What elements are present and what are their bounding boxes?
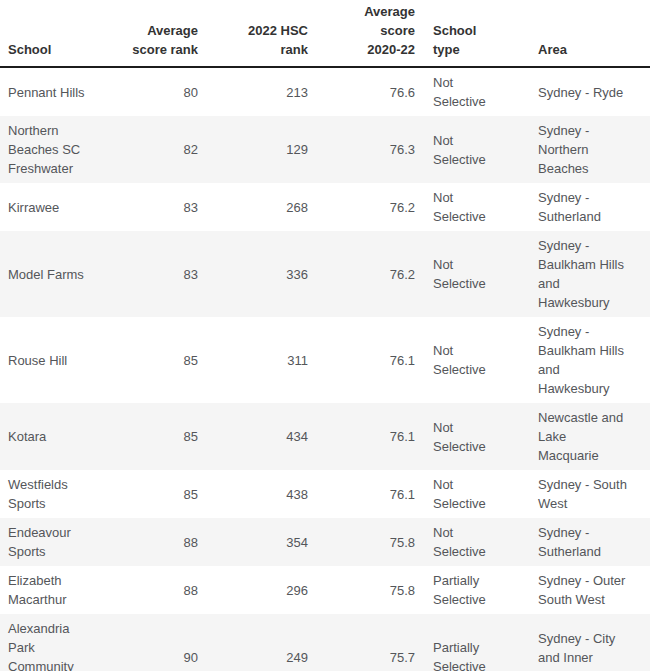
- cell-school_type: Not Selective: [417, 116, 522, 183]
- cell-hsc_rank: 438: [200, 470, 310, 518]
- cell-school_type: Not Selective: [417, 403, 522, 470]
- cell-area: Sydney - Sutherland: [522, 183, 650, 231]
- cell-avg_score: 76.3: [310, 116, 417, 183]
- cell-school: Kotara: [0, 403, 124, 470]
- header-label: Average score rank: [130, 21, 198, 59]
- cell-area: Sydney - South West: [522, 470, 650, 518]
- header-hsc_rank: 2022 HSC rank: [200, 0, 310, 67]
- table-row: Alexandria Park Community School9024975.…: [0, 614, 650, 671]
- header-avg_score_rank: Average score rank: [124, 0, 200, 67]
- cell-area: Sydney - Baulkham Hills and Hawkesbury: [522, 317, 650, 403]
- cell-avg_score_rank: 83: [124, 183, 200, 231]
- cell-hsc_rank: 354: [200, 518, 310, 566]
- cell-avg_score_rank: 88: [124, 518, 200, 566]
- table-row: Rouse Hill8531176.1Not SelectiveSydney -…: [0, 317, 650, 403]
- cell-school: Alexandria Park Community School: [0, 614, 124, 671]
- cell-school: Northern Beaches SC Freshwater: [0, 116, 124, 183]
- cell-school: Rouse Hill: [0, 317, 124, 403]
- cell-avg_score: 76.1: [310, 317, 417, 403]
- cell-school: Model Farms: [0, 231, 124, 317]
- cell-area: Sydney - Sutherland: [522, 518, 650, 566]
- header-label: Average score 2020-22: [359, 2, 415, 59]
- table-row: Westfields Sports8543876.1Not SelectiveS…: [0, 470, 650, 518]
- table-row: Kotara8543476.1Not SelectiveNewcastle an…: [0, 403, 650, 470]
- header-school_type: School type: [417, 0, 522, 67]
- header-label: 2022 HSC rank: [244, 21, 308, 59]
- table-row: Kirrawee8326876.2Not SelectiveSydney - S…: [0, 183, 650, 231]
- cell-avg_score_rank: 82: [124, 116, 200, 183]
- cell-avg_score_rank: 85: [124, 317, 200, 403]
- cell-school_type: Partially Selective: [417, 614, 522, 671]
- cell-school_type: Not Selective: [417, 67, 522, 116]
- cell-avg_score: 76.1: [310, 470, 417, 518]
- cell-hsc_rank: 311: [200, 317, 310, 403]
- cell-avg_score: 76.2: [310, 231, 417, 317]
- header-label: School type: [433, 21, 483, 59]
- cell-school_type: Not Selective: [417, 183, 522, 231]
- table-body: Pennant Hills8021376.6Not SelectiveSydne…: [0, 67, 650, 671]
- table-row: Endeavour Sports8835475.8Not SelectiveSy…: [0, 518, 650, 566]
- cell-hsc_rank: 268: [200, 183, 310, 231]
- cell-school: Westfields Sports: [0, 470, 124, 518]
- cell-school_type: Not Selective: [417, 470, 522, 518]
- table-header: School Average score rank 2022 HSC rank Ave…: [0, 0, 650, 67]
- cell-avg_score_rank: 85: [124, 403, 200, 470]
- header-avg_score: Average score 2020-22: [310, 0, 417, 67]
- cell-school_type: Not Selective: [417, 317, 522, 403]
- header-row: School Average score rank 2022 HSC rank Ave…: [0, 0, 650, 67]
- cell-area: Sydney - Baulkham Hills and Hawkesbury: [522, 231, 650, 317]
- header-area: Area: [522, 0, 650, 67]
- cell-school: Endeavour Sports: [0, 518, 124, 566]
- cell-school_type: Partially Selective: [417, 566, 522, 614]
- cell-area: Sydney - Northern Beaches: [522, 116, 650, 183]
- cell-hsc_rank: 336: [200, 231, 310, 317]
- cell-hsc_rank: 296: [200, 566, 310, 614]
- cell-avg_score_rank: 90: [124, 614, 200, 671]
- table-row: Elizabeth Macarthur8829675.8Partially Se…: [0, 566, 650, 614]
- cell-school_type: Not Selective: [417, 231, 522, 317]
- cell-school: Pennant Hills: [0, 67, 124, 116]
- cell-hsc_rank: 249: [200, 614, 310, 671]
- header-label: School: [8, 40, 51, 59]
- cell-avg_score_rank: 83: [124, 231, 200, 317]
- cell-avg_score_rank: 80: [124, 67, 200, 116]
- cell-area: Sydney - Ryde: [522, 67, 650, 116]
- cell-area: Newcastle and Lake Macquarie: [522, 403, 650, 470]
- cell-avg_score: 76.2: [310, 183, 417, 231]
- cell-avg_score_rank: 85: [124, 470, 200, 518]
- cell-avg_score: 76.6: [310, 67, 417, 116]
- cell-school: Elizabeth Macarthur: [0, 566, 124, 614]
- cell-avg_score_rank: 88: [124, 566, 200, 614]
- cell-area: Sydney - Outer South West: [522, 566, 650, 614]
- cell-hsc_rank: 213: [200, 67, 310, 116]
- school-ranking-table: School Average score rank 2022 HSC rank Ave…: [0, 0, 650, 671]
- cell-hsc_rank: 434: [200, 403, 310, 470]
- table-row: Northern Beaches SC Freshwater8212976.3N…: [0, 116, 650, 183]
- cell-hsc_rank: 129: [200, 116, 310, 183]
- header-label: Area: [538, 40, 567, 59]
- cell-school_type: Not Selective: [417, 518, 522, 566]
- table-row: Pennant Hills8021376.6Not SelectiveSydne…: [0, 67, 650, 116]
- header-school: School: [0, 0, 124, 67]
- cell-avg_score: 76.1: [310, 403, 417, 470]
- cell-avg_score: 75.8: [310, 566, 417, 614]
- table-row: Model Farms8333676.2Not SelectiveSydney …: [0, 231, 650, 317]
- cell-school: Kirrawee: [0, 183, 124, 231]
- cell-avg_score: 75.8: [310, 518, 417, 566]
- cell-avg_score: 75.7: [310, 614, 417, 671]
- cell-area: Sydney - City and Inner South: [522, 614, 650, 671]
